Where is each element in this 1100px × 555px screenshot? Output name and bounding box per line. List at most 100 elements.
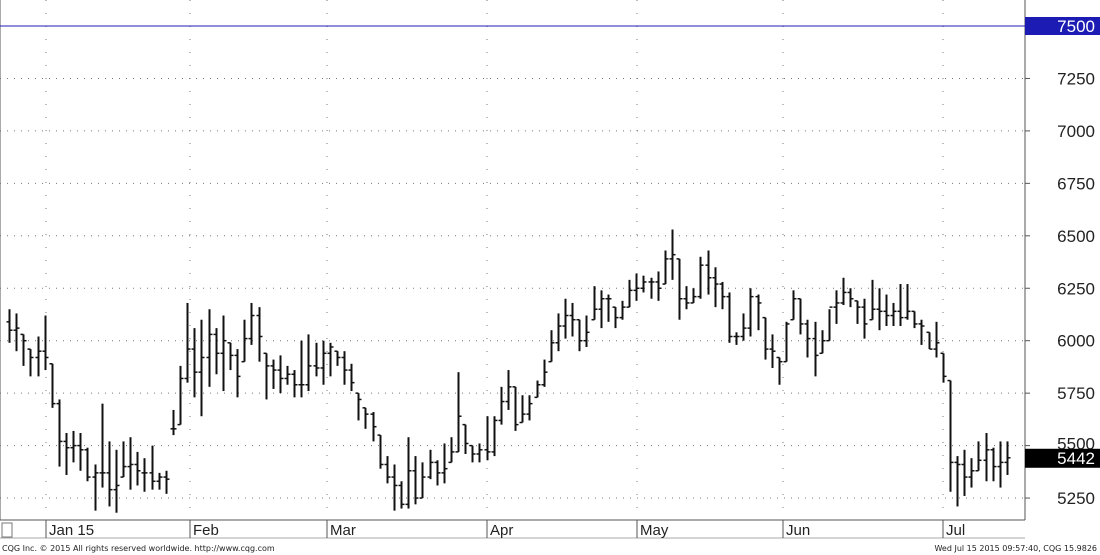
ohlc-bar xyxy=(662,250,669,285)
ohlc-bar xyxy=(106,441,113,507)
ohlc-bar xyxy=(733,332,740,345)
ohlc-bar xyxy=(933,321,940,358)
ohlc-bar xyxy=(498,386,505,425)
ohlc-bar xyxy=(526,395,533,421)
ohlc-bar xyxy=(776,356,783,385)
y-tick-label: 6250 xyxy=(1057,279,1095,298)
reference-price-box xyxy=(1025,17,1100,35)
month-label: Mar xyxy=(330,522,356,539)
ohlc-bar xyxy=(198,319,205,417)
ohlc-bar xyxy=(619,300,626,320)
ohlc-bar xyxy=(170,409,177,436)
y-tick-label: 7000 xyxy=(1057,122,1095,141)
ohlc-bar xyxy=(220,315,227,392)
month-label: Jun xyxy=(786,522,810,539)
ohlc-bar xyxy=(918,319,925,345)
ohlc-bar xyxy=(384,456,391,484)
ohlc-bar xyxy=(804,319,811,358)
y-tick-label: 5750 xyxy=(1057,384,1095,403)
ohlc-bar xyxy=(248,302,255,345)
ohlc-bar xyxy=(441,443,448,484)
ohlc-bar xyxy=(719,281,726,310)
ohlc-bar xyxy=(484,416,491,461)
ohlc-bar xyxy=(84,447,91,482)
ohlc-bar xyxy=(234,349,241,398)
ohlc-bar xyxy=(541,359,548,387)
ohlc-bar xyxy=(419,462,426,499)
y-tick-label: 6500 xyxy=(1057,227,1095,246)
ohlc-bar xyxy=(648,277,655,299)
ohlc-bar xyxy=(591,286,598,321)
ohlc-bar xyxy=(141,458,148,492)
ohlc-bar xyxy=(391,464,398,511)
ohlc-bar xyxy=(512,386,519,431)
ohlc-bar xyxy=(797,297,804,335)
ohlc-bar xyxy=(747,288,754,337)
ohlc-bar xyxy=(975,441,982,472)
ohlc-bar xyxy=(320,340,327,385)
ohlc-bar xyxy=(940,352,947,383)
ohlc-bar xyxy=(755,294,762,331)
ohlc-bar xyxy=(783,321,790,363)
ohlc-bar xyxy=(63,433,70,475)
month-label: May xyxy=(640,522,669,539)
ohlc-bar xyxy=(491,416,498,457)
ohlc-bar xyxy=(313,342,320,377)
ohlc-bar xyxy=(926,331,933,350)
ohlc-bar xyxy=(697,256,704,299)
ohlc-bar xyxy=(897,284,904,327)
ohlc-bar xyxy=(163,470,170,494)
ohlc-bar xyxy=(683,286,690,310)
ohlc-bar xyxy=(184,302,191,383)
ohlc-bar xyxy=(883,294,890,327)
reference-price-label: 7500 xyxy=(1057,17,1095,36)
ohlc-bar xyxy=(740,313,747,341)
ohlc-bar xyxy=(412,456,419,505)
ohlc-bar xyxy=(370,412,377,442)
ohlc-bar xyxy=(819,330,826,355)
ohlc-bar xyxy=(298,340,305,398)
ohlc-bar xyxy=(705,250,712,295)
ohlc-bar xyxy=(362,407,369,429)
ohlc-bar xyxy=(847,288,854,308)
ohlc-bar xyxy=(911,310,918,329)
ohlc-bar xyxy=(997,441,1004,488)
ohlc-bar xyxy=(6,309,13,343)
ohlc-bar xyxy=(904,284,911,320)
ohlc-bar xyxy=(626,279,633,308)
ohlc-bar xyxy=(398,481,405,509)
ohlc-bar xyxy=(961,449,968,496)
ohlc-bar xyxy=(576,318,583,352)
ohlc-bar xyxy=(49,363,56,408)
ohlc-bar xyxy=(762,316,769,360)
ohlc-bar xyxy=(1004,441,1011,475)
ohlc-bar xyxy=(569,302,576,337)
ohlc-bar xyxy=(983,433,990,482)
ohlc-bar xyxy=(113,449,120,513)
price-bars xyxy=(6,229,1011,513)
ohlc-bar xyxy=(70,430,77,463)
price-markers: 7500 5442 xyxy=(0,17,1100,468)
grid-lines xyxy=(0,0,1026,539)
ohlc-bar xyxy=(241,319,248,363)
ohlc-bar xyxy=(206,309,213,387)
ohlc-bar xyxy=(583,315,590,347)
ohlc-bar xyxy=(263,352,270,400)
ohlc-bar xyxy=(669,229,676,280)
ohlc-bar xyxy=(284,365,291,385)
y-tick-label: 7250 xyxy=(1057,69,1095,88)
date-axis[interactable]: Jan 15 Feb Mar Apr May Jun Jul xyxy=(1,520,965,539)
ohlc-bar xyxy=(840,277,847,306)
ohlc-bar xyxy=(469,444,476,463)
ohlc-bar xyxy=(348,363,355,392)
ohlc-bar xyxy=(77,433,84,471)
ohlc-bar xyxy=(690,288,697,304)
ohlc-bar xyxy=(341,351,348,385)
ohlc-bar xyxy=(213,328,220,375)
ohlc-bar xyxy=(462,423,469,454)
ohlc-bar xyxy=(833,290,840,324)
ohlc-bar xyxy=(99,403,106,488)
ohlc-bar xyxy=(712,267,719,308)
ohlc-bar xyxy=(890,302,897,327)
